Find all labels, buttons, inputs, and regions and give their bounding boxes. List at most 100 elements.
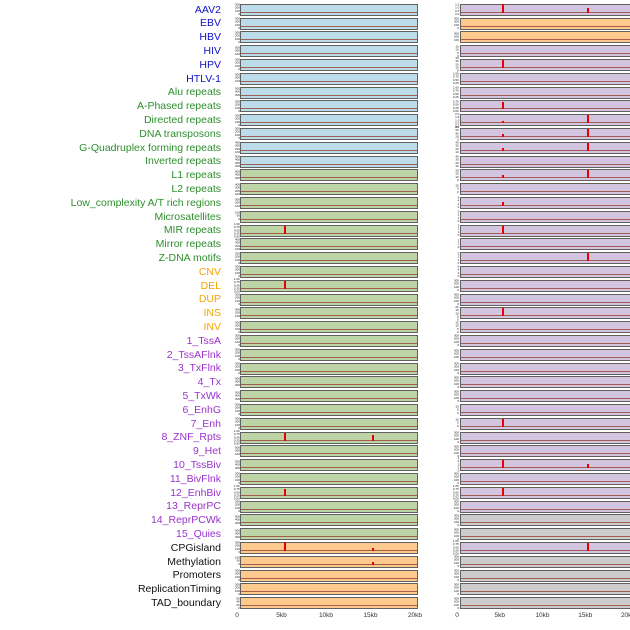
y-tick-values: 1.00 0.75 0.50 0.25 0.00 [234,429,240,446]
signal-baseline [241,412,417,413]
signal-baseline [461,329,630,331]
signal-spike [586,253,589,262]
profile-panel-left [240,541,418,554]
signal-baseline [241,260,417,262]
track-row: 1_TssA 300 200 100 0 300 200 100 0 [0,334,630,348]
y-tick-values: 2 1 0 [457,239,459,250]
y-axis-ticks-right: 300 200 100 0 [418,569,460,582]
track-row: 3_TxFlnk 300 200 100 0 300 200 100 0 [0,362,630,376]
x-tick-label: 20kb [620,612,630,620]
x-tick-label: 20kb [407,612,423,620]
y-tick-values: 300 200 100 0 [453,279,459,292]
y-tick-values: 300 200 100 0 [234,500,240,512]
profile-panel-right [460,376,630,389]
signal-baseline [241,425,417,427]
y-axis-ticks-left: 300 200 100 [224,307,240,320]
y-tick-values: 20 15 10 5 0 [455,305,459,322]
track-row: G-Quadruplex forming repeats 400 300 200 … [0,141,630,155]
y-axis-ticks-left: 300 200 100 0 [224,3,240,16]
signal-spike [372,548,374,551]
y-axis-ticks-right: 300 200 100 0 [418,335,460,348]
track-row: HIV 500 300 100 15 10 5 0 [0,44,630,58]
profile-panel-right [460,362,630,375]
signal-baseline [241,136,417,138]
x-axis-left: 0 5kb 10kb 15kb 20kb [235,610,422,624]
y-axis-ticks-right: 3 2 1 0 [418,252,460,265]
y-tick-values: 300 200 100 0 [234,251,240,264]
profile-panel-right [460,224,630,237]
y-tick-values: 1.00 0.75 0.50 0.25 [453,86,459,99]
signal-baseline [241,522,417,524]
signal-baseline [461,191,630,193]
signal-baseline [461,605,630,607]
profile-panel-left [240,417,418,430]
row-label: 4_Tx [197,376,221,389]
x-tick-label: 10kb [535,612,550,620]
y-tick-values: 500 300 100 [234,74,240,84]
track-row: 13_ReprPC 300 200 100 0 300 200 100 0 [0,500,630,514]
y-axis-ticks-left: 300 200 100 0 [224,500,240,513]
track-row: 9_Het 500 300 100 300 200 100 0 [0,445,630,459]
y-axis-ticks-right: 300 200 100 0 [418,583,460,596]
signal-baseline [461,494,630,496]
signal-baseline [461,301,630,303]
y-axis-ticks-left: 300 200 100 0 [224,128,240,141]
profile-panel-left [240,445,418,458]
y-tick-values: 300 200 100 [234,308,240,319]
profile-panel-left [240,238,418,251]
y-axis-ticks-right: 1.00 0.75 0.50 0.25 0.00 [418,540,460,556]
y-tick-values: 6 4 2 0 [457,196,459,210]
y-tick-values: 3 2 1 0 [457,210,459,223]
signal-baseline [241,315,417,317]
y-axis-ticks-left: 1.00 0.75 0.50 0.25 0.00 [224,223,240,239]
signal-baseline [461,480,630,482]
y-axis-ticks-right: 10 5 0 [418,183,460,196]
signal-baseline [241,218,417,220]
row-label: AAV2 [194,3,221,16]
signal-baseline [461,343,630,345]
y-axis-ticks-right: 3 2 1 0 [418,224,460,237]
signal-spike [586,542,589,551]
track-row: 6_EnhG 300 200 100 0 10 5 0 [0,403,630,417]
signal-baseline [461,122,630,124]
track-row: L2 repeats 400 300 200 100 10 5 0 [0,182,630,196]
signal-baseline [461,25,630,27]
y-axis-ticks-right: 40 30 20 10 0 [418,57,460,73]
y-tick-values: 500 400 300 [234,377,240,387]
y-tick-values: 6 4 2 0 [457,265,459,279]
signal-baseline [241,232,417,234]
signal-baseline [241,563,417,565]
x-tick-label: 15kb [363,612,378,620]
signal-baseline [461,467,630,469]
row-label: G-Quadruplex forming repeats [79,141,221,154]
track-row: Alu repeats 500 400 300 1.00 0.75 0.50 0.2… [0,86,630,100]
signal-baseline [461,246,630,248]
signal-spike [372,561,374,565]
profile-panel-left [240,459,418,472]
track-row: 4_Tx 500 400 300 300 200 100 0 [0,376,630,390]
y-tick-values: 500 300 100 [234,446,240,456]
y-tick-values: 500 400 300 200 [234,155,240,168]
y-axis-ticks-left: 1.00 0.75 0.50 0.25 0.00 [224,485,240,501]
track-row: CPGisland 300 200 100 0 1.00 0.75 0.50 0.2… [0,540,630,556]
profile-panel-left [240,583,418,596]
y-tick-values: 300 200 100 0 [234,293,240,305]
profile-panel-left [240,266,418,279]
profile-panel-left [240,252,418,265]
y-tick-values: 500 400 300 [234,529,240,539]
y-axis-ticks-right: 300 200 100 0 [418,500,460,513]
y-axis-ticks-left: 1.00 0.75 0.50 0.25 0.00 [224,429,240,446]
profile-panel-right [460,528,630,541]
y-tick-values: 30 20 10 0 [455,169,459,182]
profile-panel-left [240,486,418,499]
y-axis-ticks-left: 300 200 100 0 [224,472,240,485]
profile-panel-right [460,404,630,416]
signal-spike [502,120,505,124]
y-axis-ticks-right: 300 200 100 0 [418,597,460,610]
signal-baseline [241,494,417,496]
profile-panel-right [460,238,630,251]
row-label: 8_ZNF_Rpts [161,431,221,444]
y-tick-values: 1.00 0.75 0.50 0.25 0.00 [234,277,240,294]
y-tick-values: 500 400 300 [234,460,240,470]
y-axis-ticks-left: 500 400 300 200 [224,155,240,168]
